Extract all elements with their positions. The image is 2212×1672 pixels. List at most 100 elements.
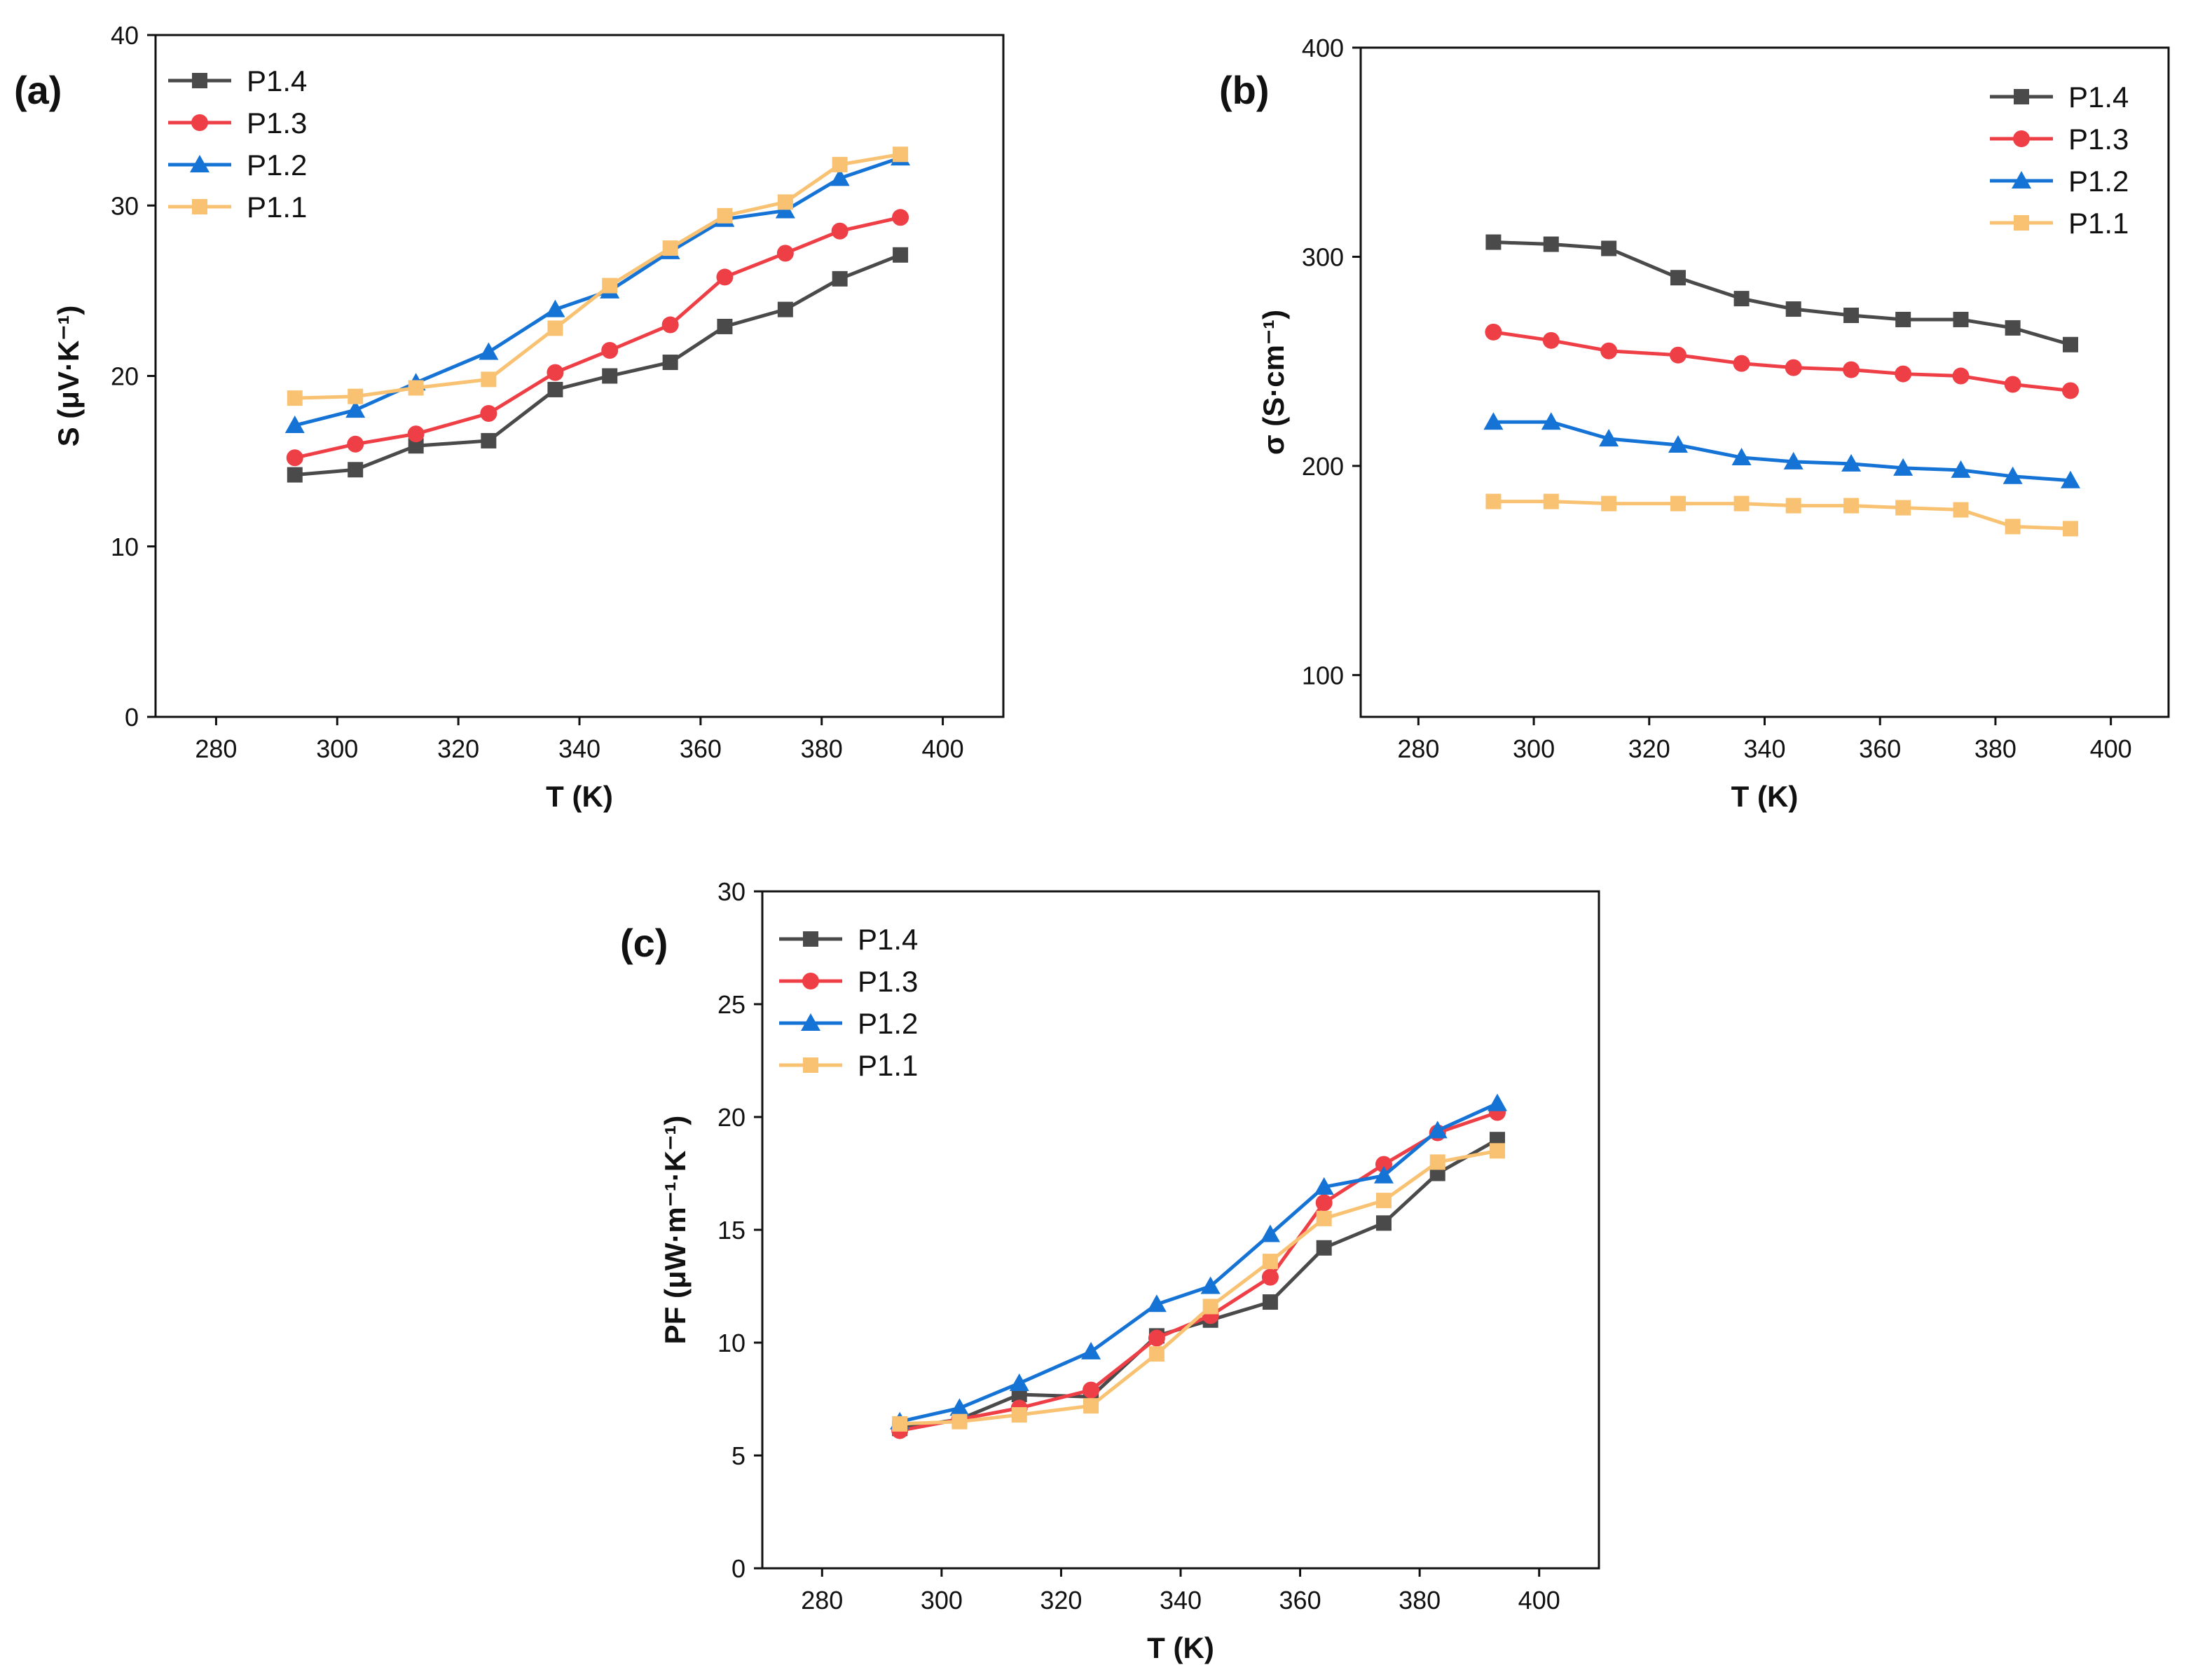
data-point (284, 416, 305, 434)
data-point (1731, 447, 1752, 465)
legend-marker (802, 973, 819, 989)
data-point (1895, 311, 1911, 327)
data-point (832, 270, 848, 287)
panel-label: (b) (1219, 68, 1270, 112)
data-point (1148, 1329, 1165, 1347)
legend-marker (192, 73, 207, 88)
series-P1.2 (1483, 412, 2080, 488)
data-point (348, 388, 364, 404)
legend-label: P1.1 (247, 191, 307, 224)
chart-panel-1: 280 300 320 340 360 380 400 0 10 20 30 40 T (K) S (μV… (14, 21, 1005, 813)
data-point (1485, 234, 1502, 250)
data-point (602, 368, 618, 384)
legend-marker (190, 155, 209, 172)
data-point (2003, 466, 2023, 484)
legend-label: P1.2 (247, 149, 307, 181)
data-point (1011, 1407, 1027, 1423)
data-point (545, 299, 565, 317)
legend-item-P1.4: P1.4 (1990, 81, 2129, 114)
data-point (1427, 1121, 1448, 1139)
data-point (1083, 1398, 1099, 1414)
chart-panel-2: 280 300 320 340 360 380 400 100 200 300 400 T (K) σ … (1219, 34, 2170, 813)
data-point (892, 1416, 908, 1432)
y-tick-label: 30 (111, 191, 139, 220)
legend-label: P1.1 (858, 1049, 918, 1082)
series-line (294, 253, 901, 477)
data-point (481, 432, 497, 448)
x-tick-label: 360 (1279, 1586, 1321, 1615)
data-point (1785, 359, 1802, 376)
series-line (1493, 420, 2071, 483)
series-line (294, 215, 901, 460)
data-point (1202, 1298, 1218, 1315)
y-tick-label: 10 (717, 1329, 746, 1357)
data-point (1146, 1294, 1167, 1313)
data-point (1785, 301, 1801, 317)
data-point (348, 462, 364, 478)
y-tick-label: 15 (717, 1216, 746, 1245)
data-point (347, 435, 364, 453)
y-tick-label: 5 (731, 1441, 746, 1470)
data-point (1483, 412, 1504, 430)
x-tick-label: 400 (1518, 1586, 1560, 1615)
data-point (1895, 500, 1911, 516)
y-tick-label: 400 (1302, 34, 1344, 62)
panel-label: (c) (620, 921, 668, 965)
x-tick-label: 380 (1974, 734, 2017, 763)
x-tick-label: 360 (1859, 734, 1901, 763)
x-tick-label: 360 (680, 734, 722, 763)
data-point (286, 449, 303, 467)
legend-label: P1.3 (858, 965, 918, 998)
data-point (1488, 1093, 1508, 1111)
data-point (2060, 470, 2080, 488)
y-tick-label: 0 (125, 703, 139, 732)
data-point (717, 318, 733, 334)
legend-label: P1.1 (2068, 207, 2129, 240)
series-line (1493, 240, 2071, 347)
data-point (952, 1413, 968, 1430)
data-point (893, 146, 909, 163)
data-point (717, 207, 733, 224)
series-P1.1 (892, 1143, 1506, 1432)
legend-item-P1.2: P1.2 (1990, 165, 2129, 198)
data-point (1669, 346, 1687, 364)
legend-label: P1.2 (2068, 165, 2129, 198)
data-point (1314, 1177, 1334, 1195)
data-point (601, 342, 619, 359)
data-point (2005, 320, 2021, 336)
data-point (2004, 376, 2021, 393)
y-tick-label: 200 (1302, 452, 1344, 481)
x-tick-label: 300 (316, 734, 358, 763)
y-tick-label: 40 (111, 21, 139, 50)
data-point (776, 245, 794, 262)
data-point (1081, 1341, 1101, 1359)
x-tick-label: 400 (922, 734, 964, 763)
legend-marker (2012, 171, 2031, 189)
data-point (716, 268, 734, 286)
legend-label: P1.4 (2068, 81, 2129, 114)
data-point (661, 316, 679, 334)
series-line (294, 156, 901, 427)
legend-item-P1.1: P1.1 (1990, 207, 2129, 240)
data-point (777, 194, 793, 210)
x-axis-title: T (K) (1731, 780, 1799, 813)
data-point (1843, 361, 1860, 378)
data-point (1733, 495, 1750, 512)
data-point (1953, 502, 1969, 518)
panel-label: (a) (14, 68, 62, 112)
legend-marker (192, 199, 207, 214)
data-point (1841, 453, 1862, 472)
data-point (1148, 1346, 1165, 1362)
legend-marker (191, 114, 208, 131)
x-tick-label: 320 (1040, 1586, 1082, 1615)
data-point (777, 301, 793, 317)
legend-item-P1.3: P1.3 (779, 965, 918, 998)
legend-item-P1.2: P1.2 (779, 1007, 918, 1040)
data-point (1485, 323, 1502, 341)
data-point (1315, 1194, 1333, 1212)
series-line (1493, 330, 2071, 392)
data-point (832, 156, 848, 172)
data-point (1670, 495, 1686, 512)
data-point (1543, 493, 1559, 509)
plot-frame (1359, 46, 2170, 718)
